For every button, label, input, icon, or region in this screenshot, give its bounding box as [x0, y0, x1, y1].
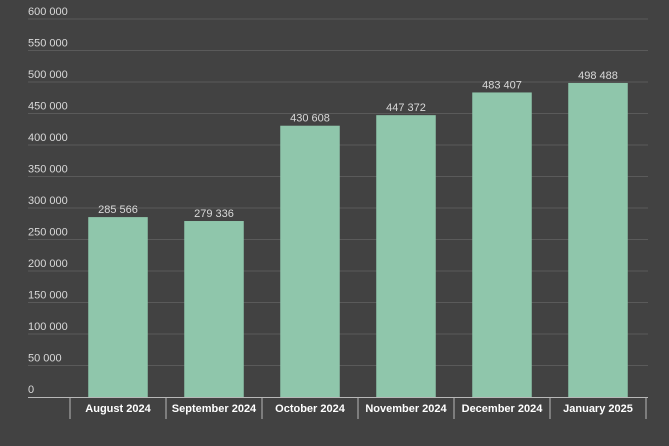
x-tick-label: December 2024 [462, 403, 544, 415]
bar [88, 217, 148, 397]
y-tick-label: 50 000 [28, 353, 62, 365]
x-tick-label: November 2024 [365, 403, 447, 415]
y-tick-label: 400 000 [28, 132, 68, 144]
y-tick-label: 500 000 [28, 69, 68, 81]
bar [184, 221, 244, 397]
bar [280, 125, 340, 398]
data-label: 447 372 [386, 102, 426, 114]
y-tick-label: 300 000 [28, 195, 68, 207]
y-tick-label: 250 000 [28, 227, 68, 239]
x-tick-label: September 2024 [172, 403, 257, 415]
data-label: 483 407 [482, 79, 522, 91]
bar [568, 82, 628, 397]
y-tick-label: 150 000 [28, 290, 68, 302]
x-axis: August 2024 September 2024 October 2024 Nov… [28, 397, 648, 419]
y-tick-label: 350 000 [28, 164, 68, 176]
data-label: 430 608 [290, 113, 330, 125]
y-tick-label: 550 000 [28, 38, 68, 50]
y-axis-ticks: 0 50 000 100 000 150 000 200 000 250 000 300 0… [28, 6, 68, 396]
y-tick-label: 100 000 [28, 321, 68, 333]
x-tick-label: January 2025 [563, 403, 633, 415]
bar [472, 92, 532, 398]
x-tick-label: October 2024 [275, 403, 346, 415]
y-tick-label: 0 [28, 384, 34, 396]
x-tick-label: August 2024 [85, 403, 151, 415]
y-tick-label: 600 000 [28, 6, 68, 18]
data-label: 498 488 [578, 70, 618, 82]
data-label: 279 336 [194, 208, 234, 220]
y-tick-label: 450 000 [28, 101, 68, 113]
data-label: 285 566 [98, 204, 138, 216]
bar [376, 115, 436, 397]
y-tick-label: 200 000 [28, 258, 68, 270]
bars [88, 82, 628, 398]
data-labels: 285 566 279 336 430 608 447 372 483 407 498 4… [98, 70, 618, 220]
